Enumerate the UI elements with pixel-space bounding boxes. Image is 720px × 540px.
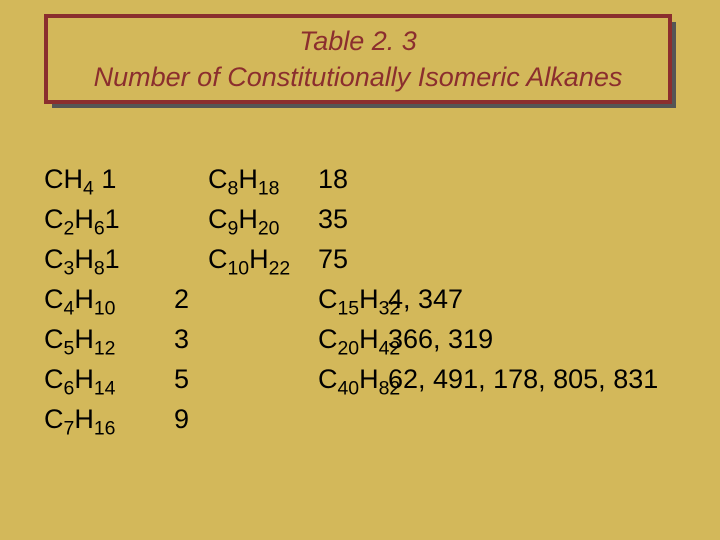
count-cell: 2	[174, 280, 208, 319]
count-cell: 366, 319	[388, 320, 684, 359]
count-cell: 9	[174, 400, 208, 439]
formula-cell: CH4 1	[44, 160, 174, 199]
title-line-2: Number of Constitutionally Isomeric Alka…	[94, 59, 623, 95]
formula-cell: C15H32	[318, 280, 388, 319]
table-row: C4H10 2 C15H32 4, 347	[44, 280, 684, 320]
count-cell: 5	[174, 360, 208, 399]
title-box: Table 2. 3 Number of Constitutionally Is…	[44, 14, 672, 104]
count-cell: 4, 347	[388, 280, 684, 319]
table-row: CH4 1 C8H18 18	[44, 160, 684, 200]
count-cell: 35	[318, 200, 388, 239]
formula-cell: C20H42	[318, 320, 388, 359]
formula-cell: C4H10	[44, 280, 174, 319]
count-cell: 3	[174, 320, 208, 359]
formula-cell: C7H16	[44, 400, 174, 439]
count-cell: 18	[318, 160, 388, 199]
formula-cell: C40H82	[318, 360, 388, 399]
count-cell: 75	[318, 240, 388, 279]
table-row: C3H81 C10H22 75	[44, 240, 684, 280]
formula-cell: C9H20	[208, 200, 318, 239]
formula-cell: C2H61	[44, 200, 174, 239]
formula-cell: C3H81	[44, 240, 174, 279]
title-line-1: Table 2. 3	[299, 23, 417, 59]
table-row: C5H12 3 C20H42 366, 319	[44, 320, 684, 360]
formula-cell: C10H22	[208, 240, 318, 279]
formula-cell: C6H14	[44, 360, 174, 399]
data-table: CH4 1 C8H18 18 C2H61 C9H20 35 C3H81 C10H…	[44, 160, 684, 440]
table-row: C2H61 C9H20 35	[44, 200, 684, 240]
table-row: C7H16 9	[44, 400, 684, 440]
count-cell: 62, 491, 178, 805, 831	[388, 360, 684, 399]
formula-cell: C8H18	[208, 160, 318, 199]
table-row: C6H14 5 C40H82 62, 491, 178, 805, 831	[44, 360, 684, 400]
formula-cell: C5H12	[44, 320, 174, 359]
